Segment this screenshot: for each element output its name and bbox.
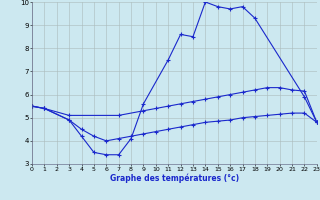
X-axis label: Graphe des températures (°c): Graphe des températures (°c) — [110, 173, 239, 183]
